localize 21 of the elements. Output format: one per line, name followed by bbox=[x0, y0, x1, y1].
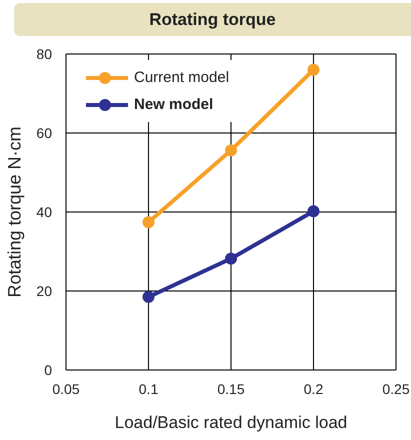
y-tick-label: 60 bbox=[36, 124, 52, 141]
legend-label: Current model bbox=[133, 68, 230, 88]
x-tick-label: 0.1 bbox=[138, 380, 158, 397]
y-tick-label: 80 bbox=[36, 46, 52, 62]
x-tick-label: 0.2 bbox=[304, 380, 324, 397]
chart-title: Rotating torque bbox=[14, 3, 411, 36]
x-tick-label: 0.15 bbox=[217, 380, 245, 397]
point bbox=[225, 144, 237, 156]
x-axis-title: Load/Basic rated dynamic load bbox=[114, 413, 348, 432]
x-tick-label: 0.05 bbox=[52, 380, 80, 397]
y-tick-label: 0 bbox=[44, 362, 52, 378]
point bbox=[308, 205, 320, 218]
point bbox=[142, 290, 154, 303]
y-tick-label: 40 bbox=[36, 204, 52, 220]
point bbox=[225, 252, 237, 265]
x-tick-label: 0.25 bbox=[382, 380, 410, 397]
y-tick-label: 20 bbox=[36, 282, 52, 299]
point bbox=[308, 64, 320, 76]
legend-label: New model bbox=[133, 95, 214, 115]
point bbox=[142, 216, 154, 228]
y-axis-title: Rotating torque N·cm bbox=[4, 126, 24, 298]
